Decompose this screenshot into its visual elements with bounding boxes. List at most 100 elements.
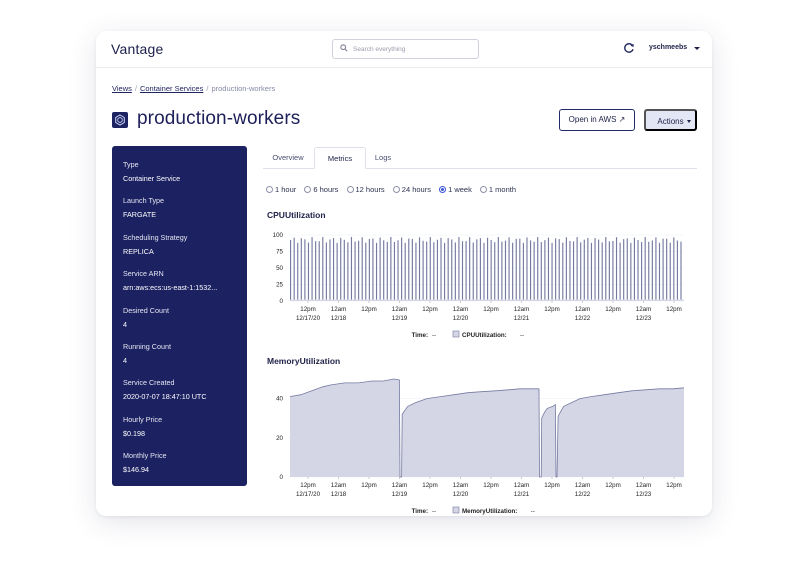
cpu-spike-mark: [572, 241, 575, 300]
memory-x-tick-label: 12am: [331, 482, 346, 489]
details-panel: Type Container Service Launch Type FARGA…: [112, 146, 247, 486]
refresh-icon[interactable]: [623, 42, 635, 54]
cpu-spike-mark: [426, 241, 428, 300]
search-input[interactable]: [353, 42, 473, 56]
memory-x-tick-label: 12am: [392, 482, 407, 489]
detail-label: Hourly Price: [123, 414, 163, 424]
actions-button[interactable]: Actions: [644, 109, 697, 131]
cpu-baseline-area: [290, 299, 684, 301]
cpu-spike-mark: [293, 237, 295, 300]
radio-icon[interactable]: [479, 186, 487, 193]
memory-x-tick-label: 12pm: [300, 482, 315, 489]
cpu-spike-mark: [565, 237, 567, 300]
detail-label: Monthly Price: [123, 451, 167, 461]
tab-metrics[interactable]: Metrics: [314, 147, 366, 169]
cpu-spike-mark: [368, 238, 370, 300]
cpu-spike-mark: [630, 242, 632, 300]
cpu-y-tick-label: 100: [273, 232, 284, 239]
detail-monthly-price: Monthly Price $146.94: [123, 450, 247, 486]
memory-series-line: [289, 378, 685, 478]
search-box[interactable]: [332, 39, 479, 59]
open-in-aws-button[interactable]: Open in AWS ↗: [559, 109, 635, 131]
cpu-spike-mark: [615, 237, 618, 300]
memory-x-tick-date: 12/20: [453, 491, 469, 498]
memory-x-tick-label: 12pm: [605, 482, 620, 489]
memory-utilization-chart: 0 20 40 12pm 12/17/20 12am 12/18 12pm 12am 12/19 1…: [276, 378, 685, 515]
brand-logo[interactable]: Vantage: [111, 41, 164, 57]
user-menu[interactable]: yschmeebs: [649, 44, 688, 51]
memory-x-tick-label: 12am: [636, 482, 651, 489]
cpu-spike-mark: [576, 237, 578, 300]
cpu-spike-mark: [551, 242, 553, 300]
radio-selected-icon[interactable]: [439, 186, 447, 193]
range-1-week[interactable]: 1 week: [439, 185, 472, 194]
detail-value: FARGATE: [123, 210, 157, 220]
cpu-spike-mark: [307, 242, 310, 300]
memory-y-tick-label: 0: [280, 474, 284, 481]
detail-label: Service ARN: [123, 269, 164, 279]
cpu-spike-mark: [375, 242, 378, 300]
range-24-hours[interactable]: 24 hours: [392, 185, 431, 194]
breadcrumb-views[interactable]: Views: [112, 84, 132, 93]
detail-desired-count: Desired Count 4: [123, 305, 247, 341]
cpu-spike-mark: [529, 240, 532, 300]
cpu-spike-mark: [497, 237, 499, 300]
memory-legend-swatch: [452, 506, 460, 514]
detail-value: arn:aws:ecs:us-east-1:1532...: [123, 283, 218, 293]
detail-value: 4: [123, 355, 127, 365]
cpu-spike-mark: [537, 236, 539, 300]
cpu-footer-series-value: --: [520, 332, 524, 339]
cpu-spike-mark: [673, 237, 675, 300]
detail-label: Scheduling Strategy: [123, 232, 188, 242]
time-range-selector: 1 hour 6 hours 12 hours 24 hours 1 week …: [266, 185, 522, 194]
cpu-spike-mark: [408, 238, 410, 300]
detail-value: 4: [123, 319, 127, 329]
memory-x-tick-label: 12am: [514, 482, 529, 489]
memory-series-area: [290, 379, 684, 477]
cpu-spike-mark: [454, 242, 456, 300]
cpu-footer-time-value: --: [432, 332, 436, 339]
range-label: 1 week: [448, 185, 472, 194]
radio-icon[interactable]: [304, 186, 312, 193]
memory-x-tick-date: 12/19: [392, 491, 408, 498]
cpu-spike-mark: [433, 242, 435, 300]
detail-value: 2020-07-07 18:47:10 UTC: [123, 392, 207, 402]
range-1-hour[interactable]: 1 hour: [266, 185, 296, 194]
range-1-month[interactable]: 1 month: [479, 185, 516, 194]
cpu-spike-mark: [329, 239, 331, 300]
top-bar: Vantage yschmeebs: [96, 31, 712, 68]
memory-x-tick-label: 12pm: [361, 482, 376, 489]
radio-icon[interactable]: [266, 186, 273, 193]
cpu-x-tick-label: 12pm: [300, 306, 315, 313]
cpu-spike-mark: [680, 241, 682, 300]
cpu-x-tick-date: 12/18: [331, 315, 347, 322]
chevron-down-icon[interactable]: [694, 47, 700, 50]
cpu-spike-mark: [519, 238, 521, 300]
cpu-spike-mark: [476, 239, 478, 300]
tab-overview[interactable]: Overview: [272, 153, 304, 162]
detail-service-arn: Service ARN arn:aws:ecs:us-east-1:1532..…: [123, 268, 247, 304]
cpu-spike-mark: [354, 241, 356, 300]
cpu-x-tick-label: 12am: [575, 306, 590, 313]
cpu-spike-mark: [401, 237, 403, 300]
breadcrumb-separator: /: [206, 84, 209, 93]
cpu-x-tick-label: 12pm: [544, 306, 559, 313]
range-12-hours[interactable]: 12 hours: [346, 185, 385, 194]
cpu-spike-mark: [479, 238, 481, 300]
tab-logs[interactable]: Logs: [374, 153, 392, 162]
cpu-x-tick-label: 12am: [392, 306, 407, 313]
radio-icon[interactable]: [392, 186, 400, 193]
cpu-spike-mark: [494, 242, 496, 300]
actions-button-label: Actions: [657, 117, 684, 126]
breadcrumb-container-services[interactable]: Container Services: [139, 84, 204, 93]
memory-x-tick-label: 12pm: [544, 482, 559, 489]
detail-scheduling-strategy: Scheduling Strategy REPLICA: [123, 232, 247, 268]
cpu-spike-mark: [429, 237, 431, 300]
memory-y-tick-label: 40: [276, 396, 283, 403]
radio-icon[interactable]: [346, 186, 354, 193]
cpu-spike-mark: [648, 241, 650, 300]
cpu-x-tick-date: 12/21: [514, 315, 530, 322]
range-6-hours[interactable]: 6 hours: [304, 185, 338, 194]
memory-x-tick-label: 12pm: [422, 482, 437, 489]
cpu-footer-time-label: Time:: [412, 332, 428, 339]
